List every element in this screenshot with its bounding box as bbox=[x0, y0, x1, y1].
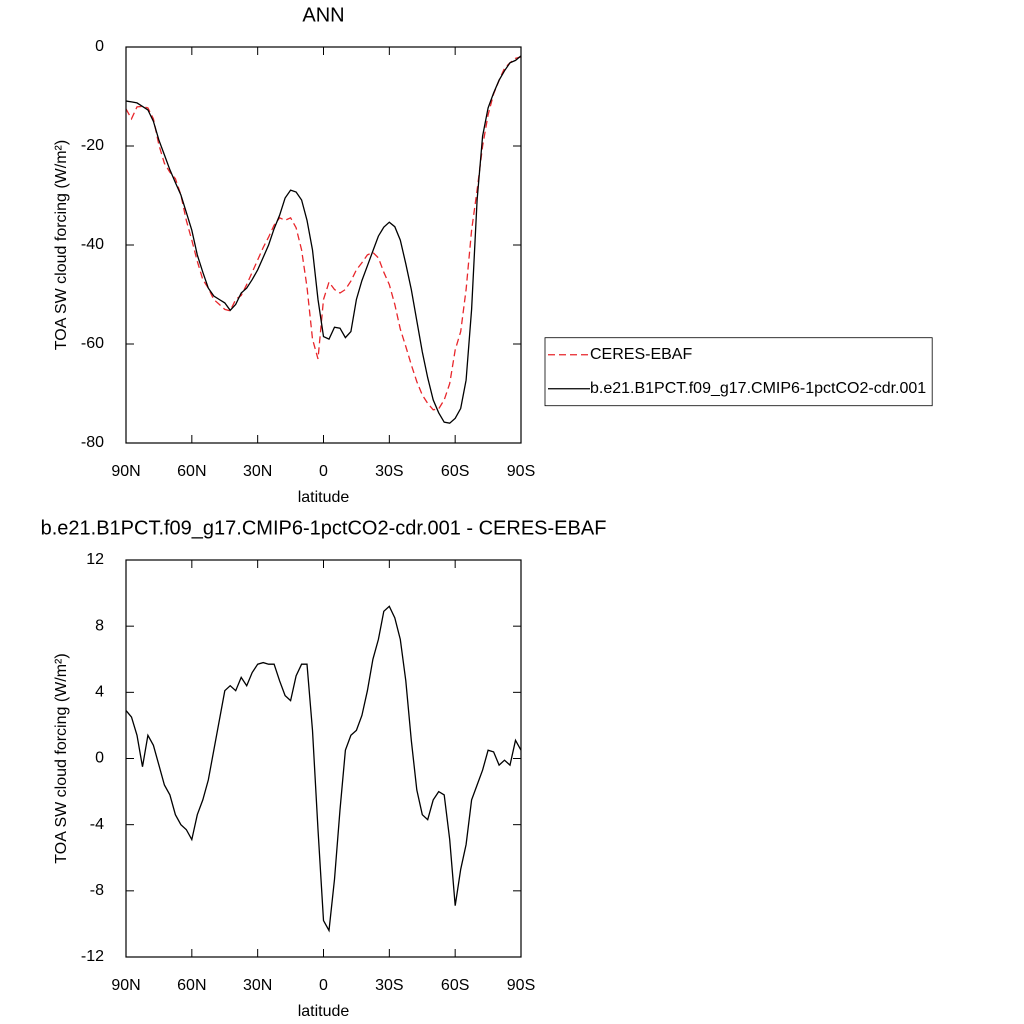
x-tick-label: 30S bbox=[375, 463, 403, 480]
y-axis-label: TOA SW cloud forcing (W/m²) bbox=[53, 653, 70, 863]
data-line bbox=[125, 55, 522, 424]
x-tick-label: 60S bbox=[441, 463, 469, 480]
plot-frame bbox=[125, 46, 522, 444]
y-tick-label: 0 bbox=[95, 750, 104, 767]
x-tick-label: 90S bbox=[507, 977, 535, 994]
plot-frame bbox=[125, 559, 522, 958]
x-axis-label: latitude bbox=[298, 1003, 350, 1020]
x-tick-label: 90N bbox=[111, 977, 140, 994]
x-tick-label: 30N bbox=[243, 977, 272, 994]
x-tick-label: 60S bbox=[441, 977, 469, 994]
legend-label: CERES-EBAF bbox=[590, 346, 692, 363]
y-tick-label: -80 bbox=[81, 434, 104, 451]
x-tick-label: 0 bbox=[319, 977, 328, 994]
x-tick-label: 60N bbox=[177, 977, 206, 994]
x-tick-label: 30S bbox=[375, 977, 403, 994]
x-tick-label: 0 bbox=[319, 463, 328, 480]
data-line bbox=[125, 56, 522, 411]
y-tick-label: 4 bbox=[95, 684, 104, 701]
legend-label: b.e21.B1PCT.f09_g17.CMIP6-1pctCO2-cdr.00… bbox=[590, 380, 926, 397]
y-axis-label: TOA SW cloud forcing (W/m²) bbox=[53, 140, 70, 350]
chart-title: ANN bbox=[302, 4, 344, 26]
y-tick-label: 0 bbox=[95, 38, 104, 55]
chart-title: b.e21.B1PCT.f09_g17.CMIP6-1pctCO2-cdr.00… bbox=[41, 517, 607, 539]
x-tick-label: 30N bbox=[243, 463, 272, 480]
x-axis-label: latitude bbox=[298, 489, 350, 506]
y-tick-label: 8 bbox=[95, 617, 104, 634]
data-line bbox=[125, 605, 522, 933]
x-tick-label: 90N bbox=[111, 463, 140, 480]
legend-frame bbox=[544, 337, 933, 407]
y-tick-label: -8 bbox=[90, 882, 104, 899]
x-tick-label: 60N bbox=[177, 463, 206, 480]
y-tick-label: -4 bbox=[90, 816, 104, 833]
x-tick-label: 90S bbox=[507, 463, 535, 480]
y-tick-label: -60 bbox=[81, 335, 104, 352]
y-tick-label: -20 bbox=[81, 137, 104, 154]
y-tick-label: 12 bbox=[86, 551, 104, 568]
y-tick-label: -12 bbox=[81, 948, 104, 965]
legend: CERES-EBAF b.e21.B1PCT.f09_g17.CMIP6-1pct… bbox=[544, 337, 933, 407]
y-tick-label: -40 bbox=[81, 236, 104, 253]
